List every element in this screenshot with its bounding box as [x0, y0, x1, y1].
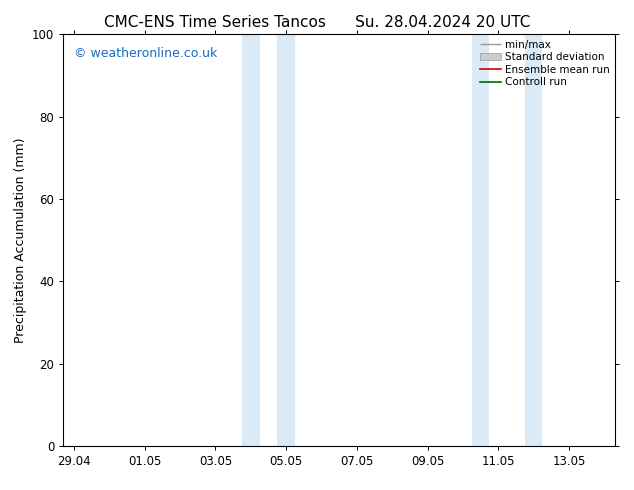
Bar	[277, 34, 295, 446]
Text: © weatheronline.co.uk: © weatheronline.co.uk	[74, 47, 217, 60]
Y-axis label: Precipitation Accumulation (mm): Precipitation Accumulation (mm)	[13, 137, 27, 343]
Text: CMC-ENS Time Series Tancos      Su. 28.04.2024 20 UTC: CMC-ENS Time Series Tancos Su. 28.04.202…	[104, 15, 530, 30]
Bar	[472, 34, 489, 446]
Bar	[242, 34, 260, 446]
Bar	[525, 34, 543, 446]
Legend: min/max, Standard deviation, Ensemble mean run, Controll run: min/max, Standard deviation, Ensemble me…	[477, 36, 613, 91]
